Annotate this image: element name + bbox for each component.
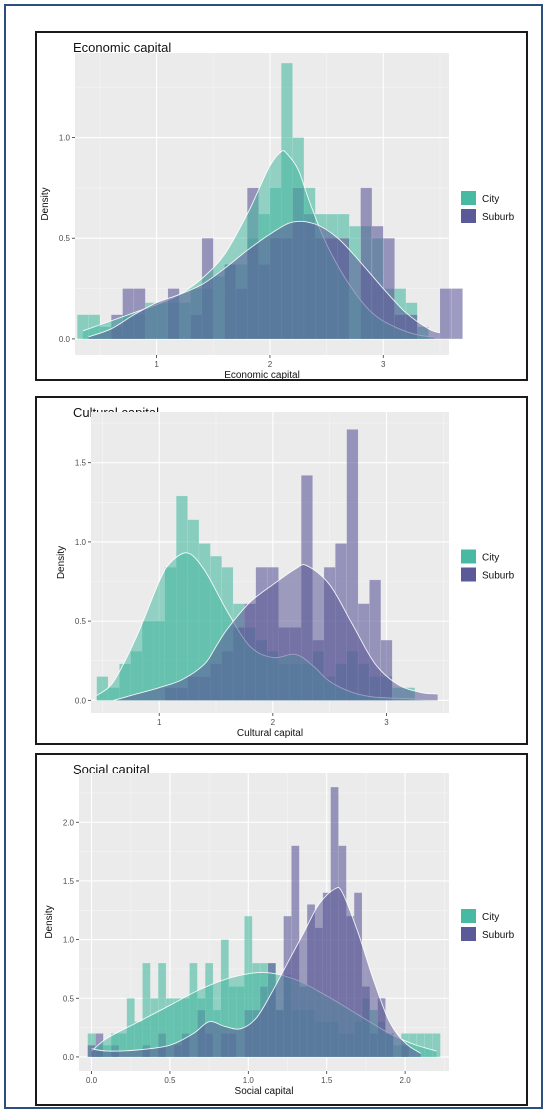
density-area-suburb [113, 564, 438, 701]
legend-label-city: City [482, 553, 499, 564]
y-tick-label: 2.0 [63, 818, 75, 827]
x-axis-title: Economic capital [224, 370, 300, 379]
legend-swatch-suburb [461, 927, 476, 941]
x-tick-label: 2 [268, 360, 273, 369]
legend-swatch-city [461, 191, 476, 205]
legend-label-suburb: Suburb [482, 930, 515, 941]
x-tick-label: 1 [154, 360, 159, 369]
chart-title: Economic capital [73, 40, 171, 55]
y-tick-label: 0.5 [75, 617, 87, 626]
density-area-suburb [88, 221, 440, 339]
x-tick-label: 2.0 [400, 1076, 412, 1085]
y-tick-label: 0.0 [63, 1053, 75, 1062]
legend-swatch-suburb [461, 209, 476, 223]
y-tick-label: 1.0 [75, 538, 87, 547]
chart-svg: Social capital 0.0 0.5 1.0 1.5 2.0 0.0 0.5 1.0 1.… [44, 762, 515, 1097]
legend-label-suburb: Suburb [482, 571, 515, 582]
y-tick-label: 0.0 [59, 335, 71, 344]
density-line-suburb [88, 220, 441, 338]
legend-swatch-suburb [461, 567, 476, 582]
social-capital-panel: Social capital 0.0 0.5 1.0 1.5 2.0 0.0 0.5 1.0 1.… [35, 753, 528, 1106]
histogram-bar-suburb [451, 288, 463, 340]
figure-frame: Economic capital 0.0 0.5 1.0 1 2 3 Economic cap… [4, 4, 543, 1109]
y-tick-label: 1.5 [63, 877, 75, 886]
legend-swatch-city [461, 909, 476, 923]
x-tick-label: 0.5 [164, 1076, 176, 1085]
legend-label-city: City [482, 194, 499, 205]
density-line-suburb [113, 564, 438, 701]
y-tick-label: 1.5 [75, 459, 87, 468]
density-area-suburb [91, 887, 421, 1057]
x-tick-label: 1.5 [321, 1076, 333, 1085]
density-area-city [96, 552, 432, 701]
y-tick-label: 0.0 [75, 696, 87, 705]
y-tick-label: 0.5 [63, 994, 75, 1003]
chart-svg: Cultural capital0.00.51.01.5123Cultural … [56, 405, 515, 739]
x-axis-title: Cultural capital [237, 728, 303, 739]
x-tick-label: 0.0 [86, 1076, 98, 1085]
legend-swatch-city [461, 549, 476, 564]
x-axis-title: Social capital [235, 1086, 294, 1097]
x-tick-label: 1 [157, 718, 162, 727]
x-tick-label: 3 [381, 360, 386, 369]
y-tick-label: 1.0 [59, 134, 71, 143]
y-axis-title: Density [44, 905, 55, 938]
y-axis-title: Density [40, 187, 51, 220]
histogram-bar-suburb [439, 288, 452, 340]
x-tick-label: 1.0 [243, 1076, 255, 1085]
legend-label-city: City [482, 912, 499, 923]
legend-label-suburb: Suburb [482, 212, 515, 223]
economic-capital-panel: Economic capital 0.0 0.5 1.0 1 2 3 Economic cap… [35, 31, 528, 381]
x-tick-label: 2 [271, 718, 276, 727]
y-tick-label: 0.5 [59, 234, 71, 243]
y-tick-label: 1.0 [63, 936, 75, 945]
cultural-capital-panel: Cultural capital0.00.51.01.5123Cultural … [35, 396, 528, 745]
density-line-suburb [91, 887, 422, 1054]
x-tick-label: 3 [384, 718, 389, 727]
y-axis-title: Density [56, 546, 67, 579]
chart-svg: Economic capital 0.0 0.5 1.0 1 2 3 Economic cap… [40, 40, 515, 379]
